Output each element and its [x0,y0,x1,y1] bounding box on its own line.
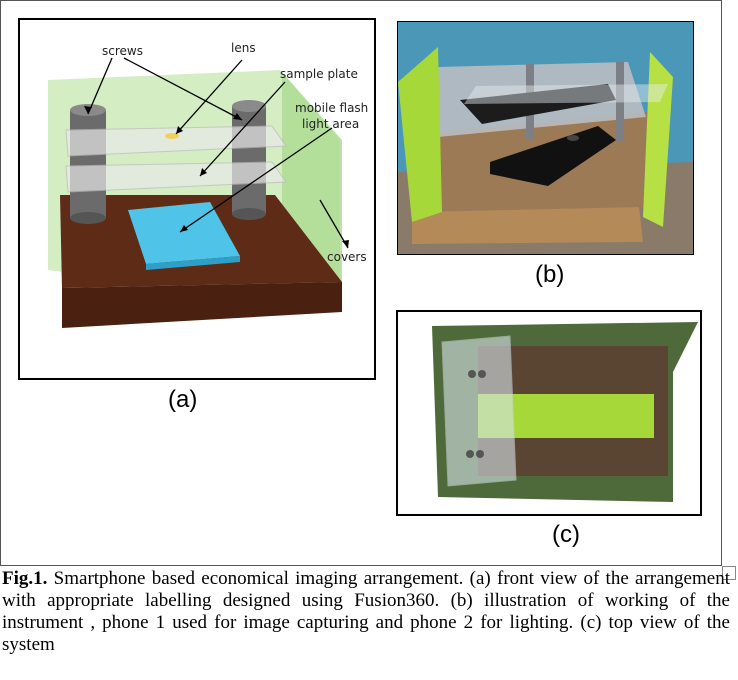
lens-dot [165,133,179,139]
left-screw [70,110,106,218]
caption-b: (b) [535,261,565,288]
figure-caption-label: Fig.1. [2,568,48,589]
left-cover [398,47,442,222]
phone-1 [460,84,616,124]
label-covers: covers [327,250,367,264]
panel-a-render: screws lens sample plate mobile flash li… [18,18,376,380]
flash-area [128,202,240,264]
label-mobile-flash: mobile flash [295,101,368,115]
glass-plate [441,335,517,487]
caption-a: (a) [168,386,198,413]
panel-c-photo [396,310,702,516]
render-illustration: screws lens sample plate mobile flash li… [48,41,368,328]
panel-b-photo [397,21,694,255]
caption-c: (c) [552,521,580,548]
photo-illustration [398,22,693,254]
phone-2 [490,126,616,186]
top-view-illustration [398,312,700,514]
lower-plate [65,161,287,193]
corner-marker [722,566,736,580]
label-lens: lens [231,41,256,55]
label-sample-plate: sample plate [280,67,358,81]
right-cover-b [643,52,673,227]
label-light-area: light area [302,117,359,131]
right-screw [232,106,266,214]
sample-plate [65,125,287,157]
base-front [62,282,342,328]
label-screws: screws [102,44,143,58]
figure-caption: Fig.1. Smartphone based economical imagi… [2,568,730,656]
figure-frame [0,0,722,566]
figure-caption-text: Smartphone based economical imaging arra… [2,568,730,655]
